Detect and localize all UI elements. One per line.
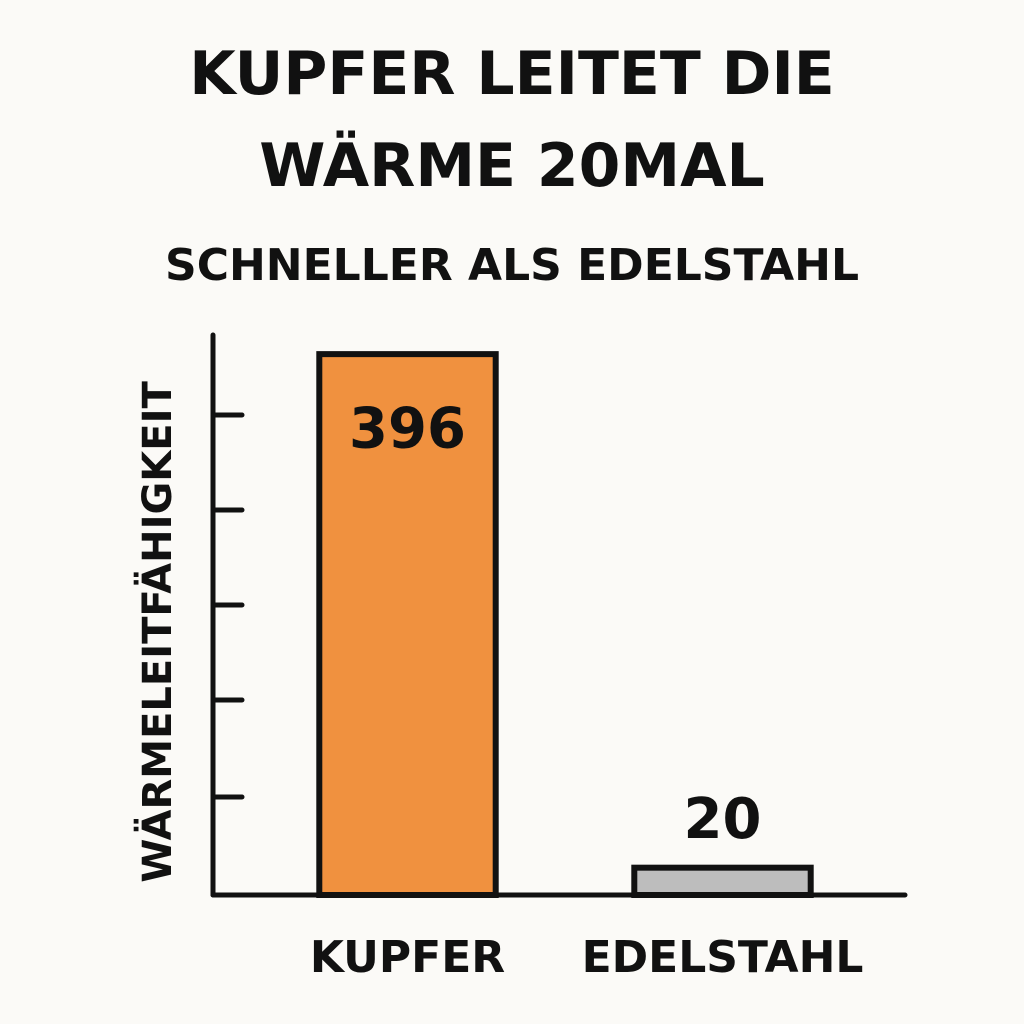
chart-title: KUPFER LEITET DIE WÄRME 20MAL <box>189 39 835 201</box>
bar <box>631 864 814 898</box>
bar <box>316 351 499 898</box>
chart-subtitle: SCHNELLER ALS EDELSTAHL <box>165 240 859 291</box>
value-label: 396 <box>349 396 466 461</box>
value-label: 20 <box>684 787 762 852</box>
x-tick-label: KUPFER <box>310 932 505 983</box>
x-tick-label: EDELSTAHL <box>582 932 864 983</box>
y-axis-label: WÄRMELEITFÄHIGKEIT <box>133 381 181 883</box>
